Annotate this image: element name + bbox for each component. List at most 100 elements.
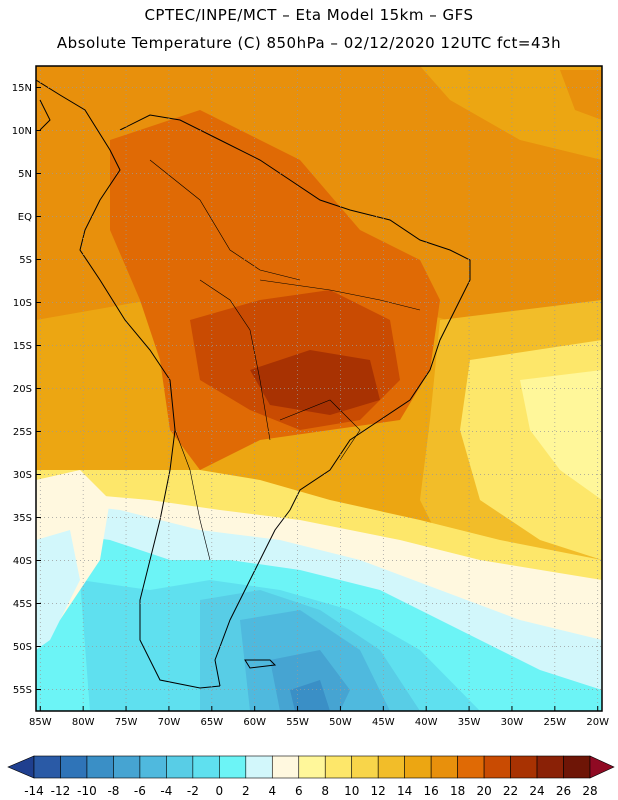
colorbar-label: 10: [344, 784, 359, 798]
lat-label: 10N: [12, 126, 32, 137]
colorbar-swatch: [245, 755, 273, 779]
pacific-coast: [36, 79, 221, 689]
colorbar-swatch: [430, 755, 458, 779]
colorbar-label: 26: [556, 784, 571, 798]
lat-label: 55S: [13, 685, 32, 696]
border-3: [259, 279, 421, 311]
longitude-labels: 85W 80W 75W 70W 65W 60W 55W 50W 45W 40W 35W 30W 25W 2…: [29, 706, 609, 728]
colorbar-swatch: [60, 755, 88, 779]
lat-label: 5S: [19, 255, 32, 266]
field-18-20-corner: [560, 70, 602, 120]
colorbar-swatch: [351, 755, 379, 779]
colorbar-swatch: [192, 755, 220, 779]
lat-label: 45S: [13, 599, 32, 610]
colorbar-swatch: [86, 755, 114, 779]
colorbar-label: 0: [216, 784, 224, 798]
colorbar-label: 20: [476, 784, 491, 798]
lat-label: 35S: [13, 513, 32, 524]
colorbar-label: 24: [529, 784, 544, 798]
colorbar-label: -12: [51, 784, 71, 798]
lon-label: 80W: [72, 717, 95, 728]
colorbar-swatch: [219, 755, 247, 779]
colorbar-arrow-high: [589, 755, 615, 779]
lon-label: 25W: [544, 717, 567, 728]
colorbar-swatch: [33, 755, 61, 779]
field-minus6-minus4: [270, 650, 350, 711]
lon-label: 50W: [329, 717, 352, 728]
lat-label: 10S: [13, 298, 32, 309]
lat-label: 40S: [13, 556, 32, 567]
lon-label: 35W: [458, 717, 481, 728]
lon-label: 60W: [243, 717, 266, 728]
colorbar: [7, 755, 615, 779]
colorbar-label: -4: [160, 784, 172, 798]
chart-title-variable: Absolute Temperature (C) 850hPa – 02/12/…: [56, 34, 562, 52]
field-minus8-minus6: [290, 680, 330, 711]
lat-label: EQ: [18, 212, 32, 223]
colorbar-swatch: [377, 755, 405, 779]
colorbar-swatch: [298, 755, 326, 779]
colorbar-arrow-low: [7, 755, 35, 779]
colorbar-swatch: [536, 755, 564, 779]
colorbar-label: 2: [242, 784, 250, 798]
central-america-coast: [39, 99, 51, 131]
colorbar-label: 22: [503, 784, 518, 798]
temperature-field: [36, 66, 602, 711]
lat-label: 5N: [18, 169, 32, 180]
colorbar-swatch: [139, 755, 167, 779]
field-4-6-pacific: [36, 530, 80, 650]
atlantic-coast: [119, 114, 471, 687]
country-borders: [149, 159, 421, 561]
lon-label: 30W: [501, 717, 524, 728]
colorbar-swatch: [324, 755, 353, 779]
lat-label: 25S: [13, 427, 32, 438]
colorbar-label: -6: [134, 784, 146, 798]
border-5: [174, 429, 211, 561]
lon-label: 85W: [29, 717, 52, 728]
border-2: [199, 279, 271, 441]
colorbar-label: 8: [321, 784, 329, 798]
lat-label: 15N: [12, 83, 32, 94]
lon-label: 70W: [158, 717, 181, 728]
colorbar-label: -14: [24, 784, 44, 798]
colorbar-swatch: [166, 755, 194, 779]
lon-label: 55W: [286, 717, 309, 728]
lon-label: 40W: [415, 717, 438, 728]
colorbar-label: 12: [371, 784, 386, 798]
chart-title-source: CPTEC/INPE/MCT – Eta Model 15km – GFS: [144, 6, 474, 24]
colorbar-swatch: [404, 755, 432, 779]
colorbar-swatch: [563, 755, 591, 779]
falkland-islands: [244, 659, 277, 669]
colorbar-label: 18: [450, 784, 465, 798]
colorbar-label: -8: [107, 784, 119, 798]
field-10-12-atlantic: [520, 370, 602, 500]
colorbar-label: 16: [424, 784, 439, 798]
lon-label: 75W: [115, 717, 138, 728]
colorbar-swatch: [510, 755, 538, 779]
lat-label: 50S: [13, 642, 32, 653]
colorbar-label: 14: [397, 784, 412, 798]
colorbar-labels: -14 -12 -10 -8 -6 -4 -2 0 2 4 6 8 10 12 14 16 18 20 22 24 26…: [24, 784, 597, 798]
lat-label: 20S: [13, 384, 32, 395]
colorbar-swatch: [271, 755, 300, 779]
lon-label: 45W: [372, 717, 395, 728]
colorbar-swatch: [113, 755, 141, 779]
lat-label: 30S: [13, 470, 32, 481]
latitude-labels: 15N 10N 5N EQ 5S 10S 15S 20S 25S 30S 35S 40S 45S 50S 5…: [12, 83, 41, 696]
coastlines: [36, 79, 471, 689]
colorbar-label: 6: [295, 784, 303, 798]
colorbar-label: 4: [268, 784, 276, 798]
border-1: [149, 159, 301, 281]
colorbar-label: -10: [77, 784, 97, 798]
field-24-26: [250, 350, 380, 415]
colorbar-label: -2: [187, 784, 199, 798]
lon-label: 65W: [200, 717, 223, 728]
lon-label: 20W: [586, 717, 609, 728]
colorbar-swatch: [483, 755, 511, 779]
field-16-18-northeast: [420, 66, 602, 160]
colorbar-swatch: [457, 755, 485, 779]
lat-label: 15S: [13, 341, 32, 352]
border-4: [279, 399, 361, 461]
colorbar-label: 28: [582, 784, 597, 798]
